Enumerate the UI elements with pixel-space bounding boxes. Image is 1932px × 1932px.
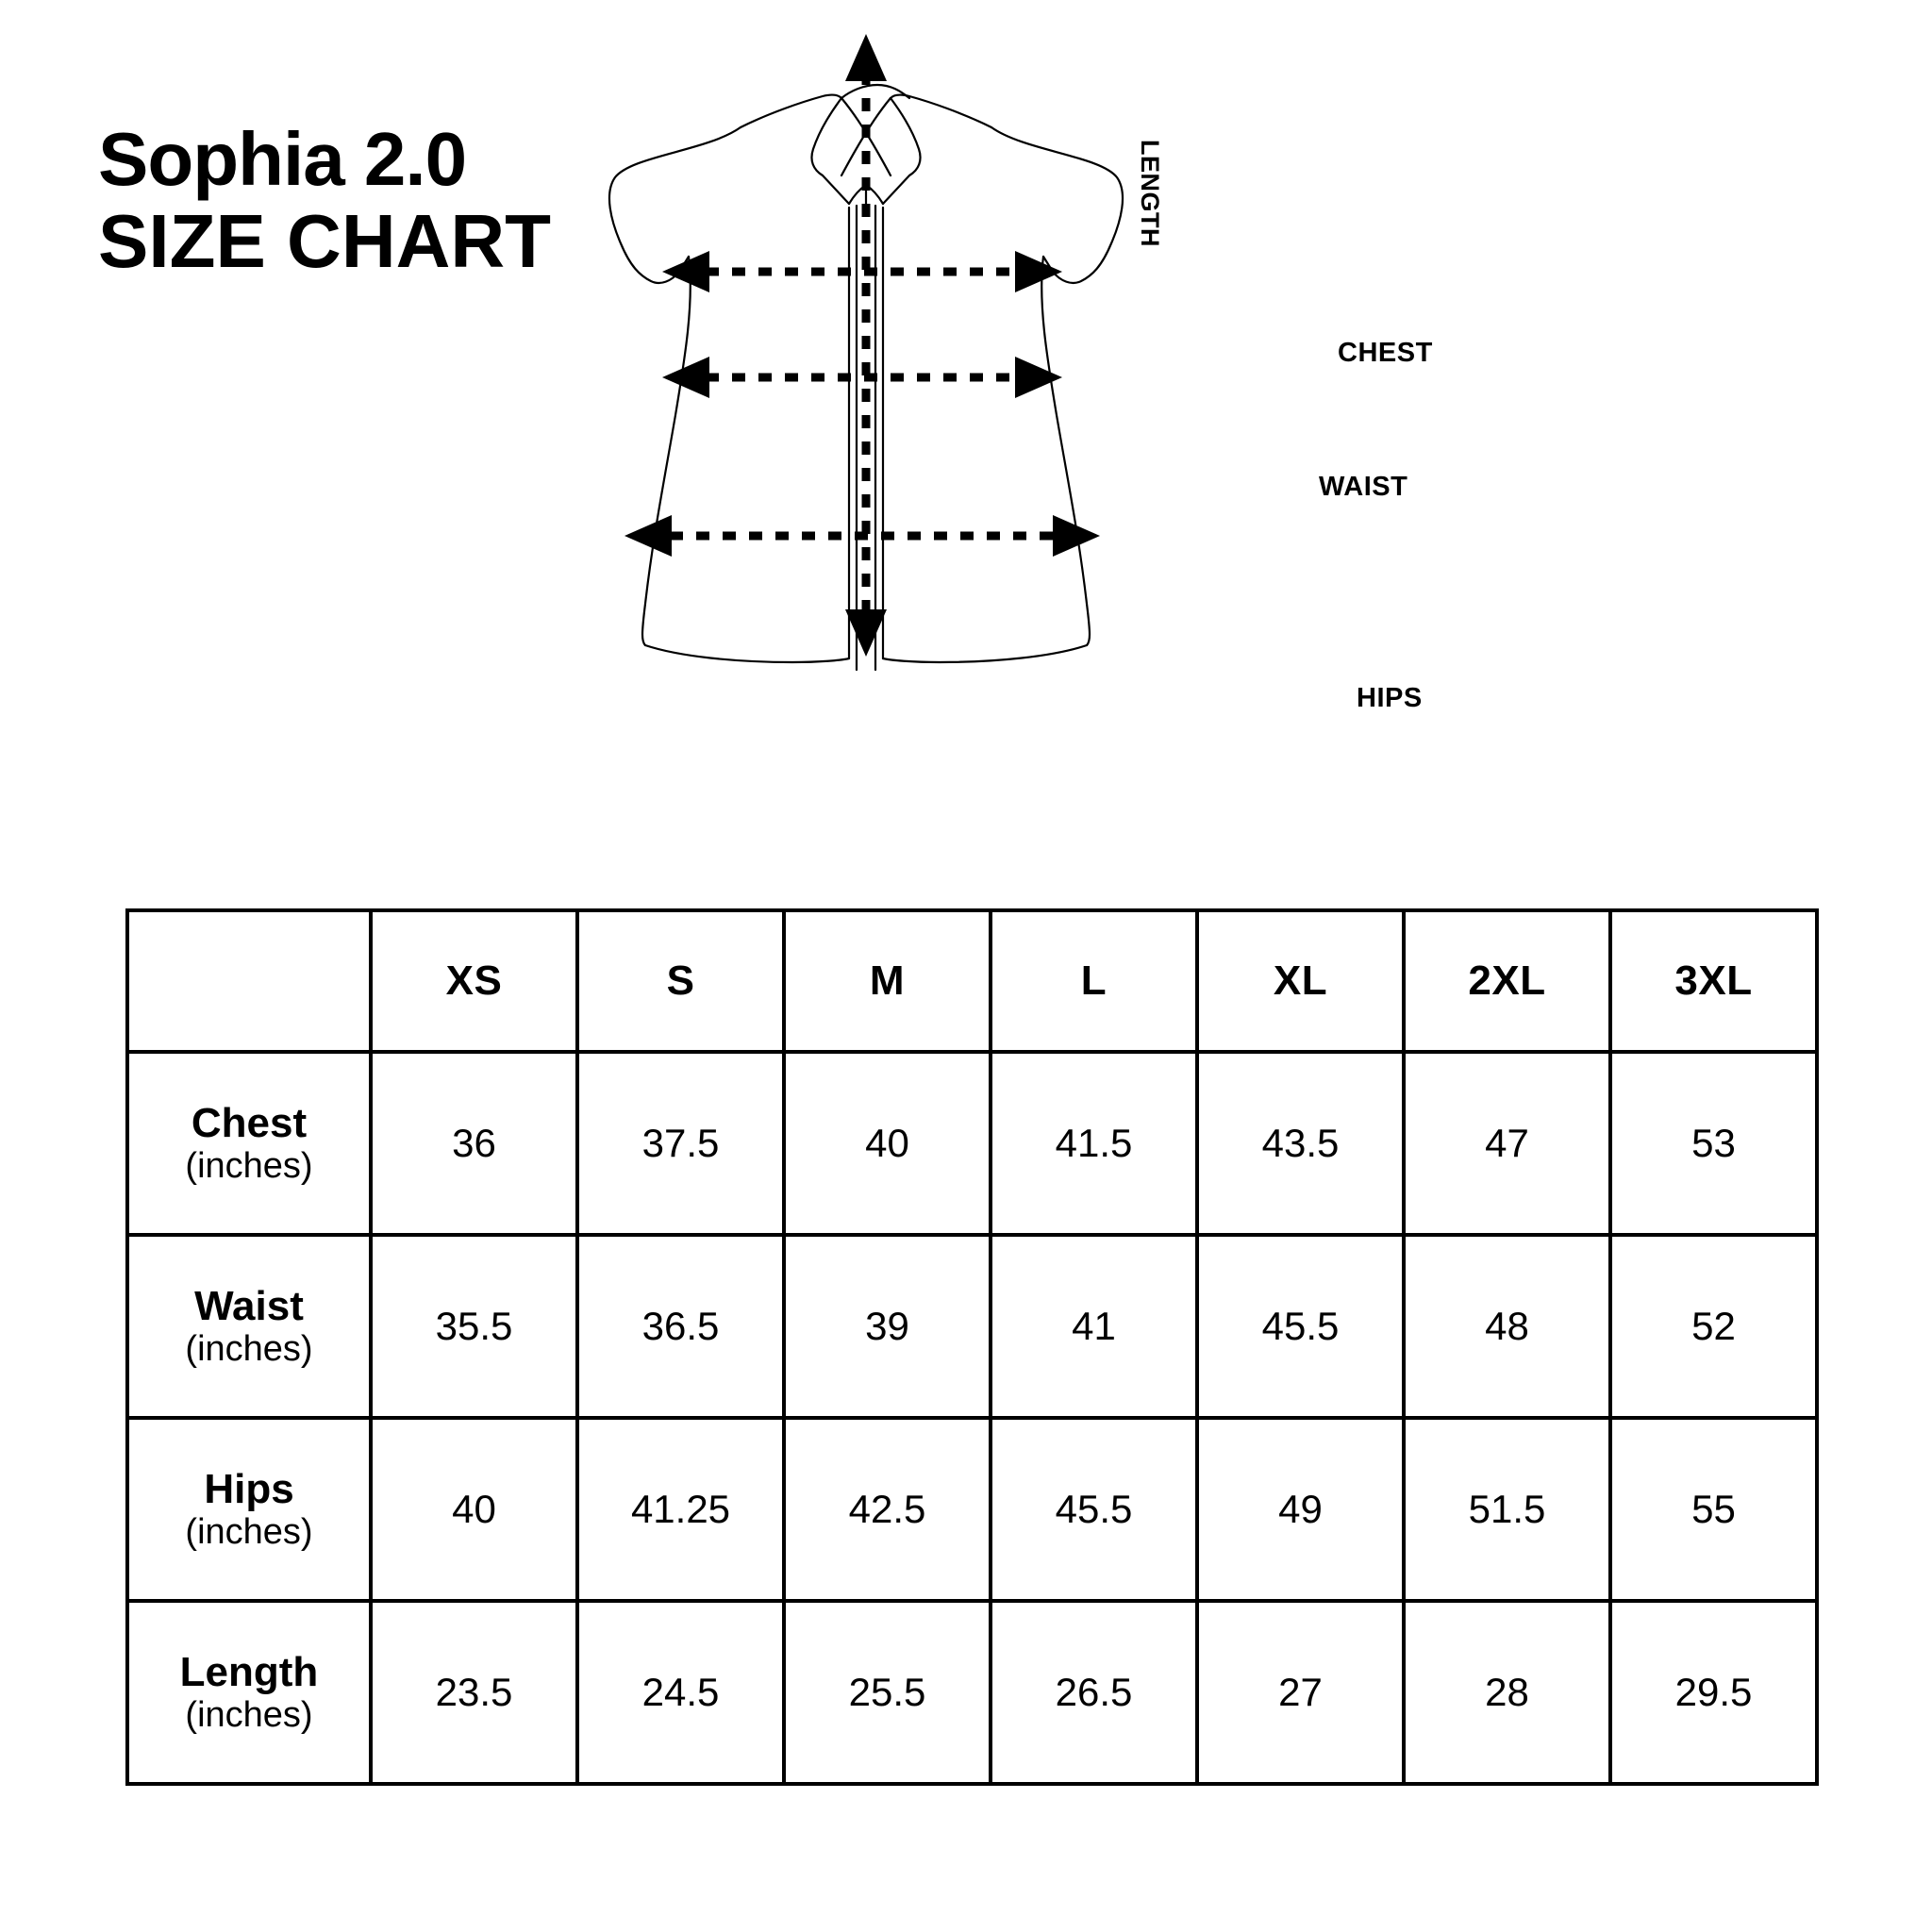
column-header-l: L — [989, 908, 1199, 1054]
cell-hips-s: 41.25 — [575, 1416, 786, 1603]
cell-length-xl: 27 — [1195, 1599, 1406, 1786]
row-header-length: Length (inches) — [125, 1599, 373, 1786]
row-header-length-label: Length — [179, 1649, 319, 1696]
column-header-3xl: 3XL — [1608, 908, 1819, 1054]
page-title: Sophia 2.0 SIZE CHART — [98, 121, 683, 285]
cell-waist-xl: 45.5 — [1195, 1233, 1406, 1420]
cell-length-2xl: 28 — [1402, 1599, 1612, 1786]
cell-length-3xl: 29.5 — [1608, 1599, 1819, 1786]
garment-diagram — [566, 19, 1283, 679]
table-header-row: XS S M L XL 2XL 3XL — [125, 908, 1819, 1054]
cell-hips-xl: 49 — [1195, 1416, 1406, 1603]
row-header-waist-label: Waist — [194, 1283, 304, 1330]
measurement-label-length: LENGTH — [1136, 140, 1164, 247]
column-header-xl: XL — [1195, 908, 1406, 1054]
measurement-label-chest: CHEST — [1338, 338, 1433, 368]
cell-waist-s: 36.5 — [575, 1233, 786, 1420]
cell-chest-l: 41.5 — [989, 1050, 1199, 1237]
size-chart-table-container: XS S M L XL 2XL 3XL Chest (inches) 36 37… — [125, 908, 1819, 1786]
cell-waist-m: 39 — [782, 1233, 992, 1420]
cell-waist-l: 41 — [989, 1233, 1199, 1420]
page-title-line-2: SIZE CHART — [98, 198, 551, 283]
cell-chest-m: 40 — [782, 1050, 992, 1237]
row-header-hips-label: Hips — [204, 1466, 294, 1513]
column-header-s: S — [575, 908, 786, 1054]
table-row: Length (inches) 23.5 24.5 25.5 26.5 27 2… — [125, 1599, 1819, 1786]
cell-hips-3xl: 55 — [1608, 1416, 1819, 1603]
cell-hips-m: 42.5 — [782, 1416, 992, 1603]
row-header-waist-unit: (inches) — [185, 1329, 313, 1370]
column-header-m: M — [782, 908, 992, 1054]
row-header-hips: Hips (inches) — [125, 1416, 373, 1603]
cell-chest-xl: 43.5 — [1195, 1050, 1406, 1237]
row-header-hips-unit: (inches) — [185, 1512, 313, 1553]
table-row: Chest (inches) 36 37.5 40 41.5 43.5 47 5… — [125, 1050, 1819, 1237]
measurement-label-waist: WAIST — [1319, 472, 1408, 502]
cell-waist-xs: 35.5 — [369, 1233, 579, 1420]
size-chart-table: XS S M L XL 2XL 3XL Chest (inches) 36 37… — [125, 908, 1819, 1786]
cell-length-m: 25.5 — [782, 1599, 992, 1786]
cell-waist-3xl: 52 — [1608, 1233, 1819, 1420]
column-header-2xl: 2XL — [1402, 908, 1612, 1054]
measurement-label-hips: HIPS — [1357, 683, 1423, 713]
column-header-xs: XS — [369, 908, 579, 1054]
cell-length-s: 24.5 — [575, 1599, 786, 1786]
cell-waist-2xl: 48 — [1402, 1233, 1612, 1420]
cell-hips-2xl: 51.5 — [1402, 1416, 1612, 1603]
row-header-chest-unit: (inches) — [185, 1146, 313, 1187]
page-title-line-1: Sophia 2.0 — [98, 117, 467, 201]
table-row: Waist (inches) 35.5 36.5 39 41 45.5 48 5… — [125, 1233, 1819, 1420]
row-header-chest: Chest (inches) — [125, 1050, 373, 1237]
cell-hips-xs: 40 — [369, 1416, 579, 1603]
row-header-length-unit: (inches) — [185, 1695, 313, 1736]
row-header-waist: Waist (inches) — [125, 1233, 373, 1420]
table-row: Hips (inches) 40 41.25 42.5 45.5 49 51.5… — [125, 1416, 1819, 1603]
table-header: XS S M L XL 2XL 3XL — [125, 908, 1819, 1054]
table-body: Chest (inches) 36 37.5 40 41.5 43.5 47 5… — [125, 1050, 1819, 1786]
row-header-chest-label: Chest — [191, 1100, 308, 1147]
cell-hips-l: 45.5 — [989, 1416, 1199, 1603]
cell-chest-xs: 36 — [369, 1050, 579, 1237]
cell-length-l: 26.5 — [989, 1599, 1199, 1786]
cell-chest-s: 37.5 — [575, 1050, 786, 1237]
cell-chest-3xl: 53 — [1608, 1050, 1819, 1237]
cell-chest-2xl: 47 — [1402, 1050, 1612, 1237]
table-corner-cell — [125, 908, 373, 1054]
cell-length-xs: 23.5 — [369, 1599, 579, 1786]
